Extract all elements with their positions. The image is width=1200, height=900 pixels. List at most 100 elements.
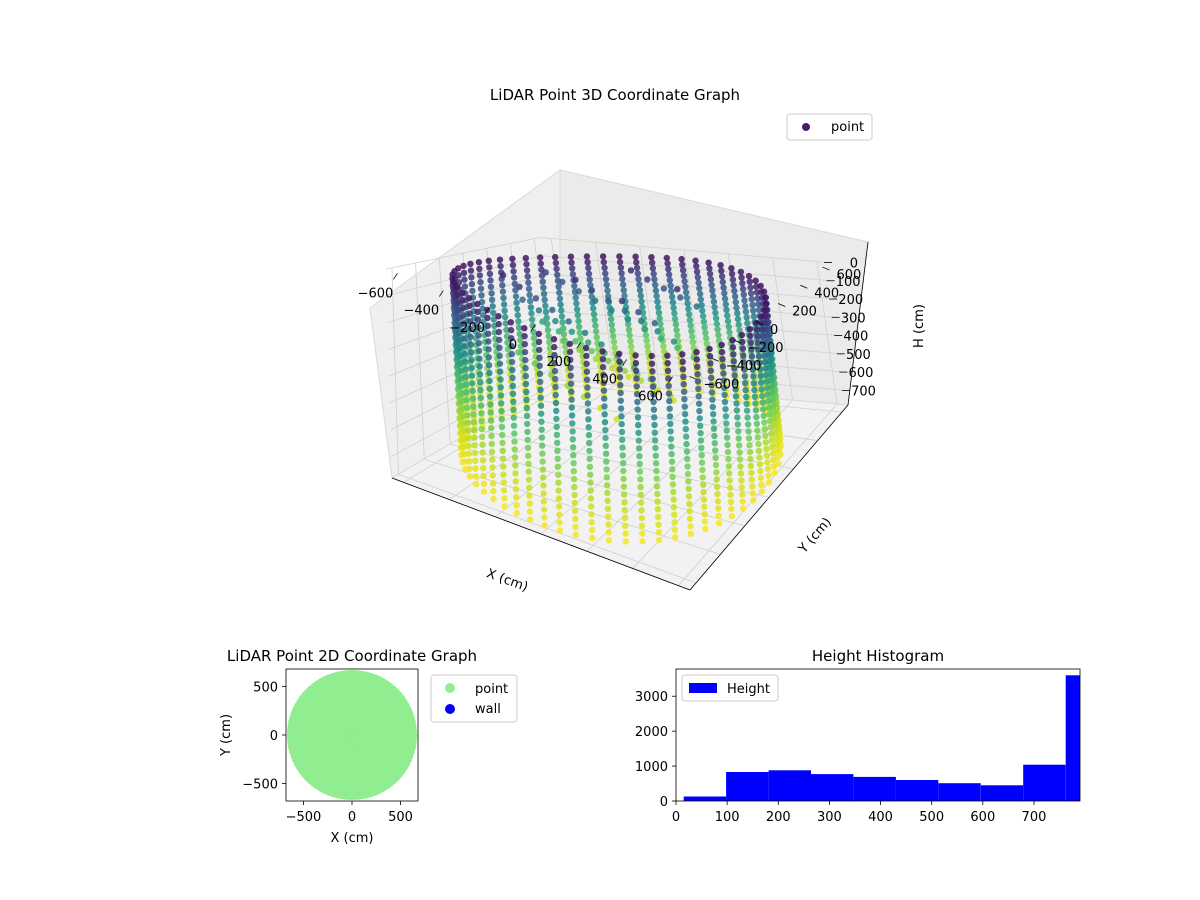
data-point	[763, 372, 770, 379]
data-point	[637, 491, 645, 498]
data-point	[678, 255, 685, 263]
data-point	[545, 332, 552, 340]
data-point	[496, 336, 503, 344]
data-point	[524, 273, 531, 280]
data-point	[537, 386, 544, 393]
data-point	[751, 393, 759, 400]
data-point	[461, 343, 468, 350]
chart-2d-x-ticks: −500 0 500	[286, 801, 413, 825]
data-point	[469, 395, 477, 403]
data-point	[636, 281, 643, 288]
data-point	[763, 378, 770, 385]
y-tick-label: 400	[814, 286, 839, 301]
data-point	[674, 332, 681, 339]
data-point	[488, 290, 495, 297]
data-point	[513, 502, 520, 509]
data-point	[499, 447, 506, 454]
data-point	[588, 511, 595, 518]
data-point	[575, 317, 582, 325]
data-point	[496, 360, 504, 367]
data-point	[758, 386, 765, 393]
data-point	[621, 491, 628, 498]
data-point	[714, 326, 721, 333]
data-point	[572, 531, 579, 538]
grid-line	[557, 364, 846, 391]
data-point	[512, 293, 520, 300]
data-point	[618, 413, 625, 420]
data-point	[488, 296, 496, 303]
data-point	[724, 312, 731, 319]
data-point	[578, 341, 585, 348]
data-point	[736, 449, 743, 456]
data-point	[697, 422, 704, 429]
data-point	[512, 478, 519, 485]
data-point	[620, 475, 627, 483]
grid-line	[501, 413, 794, 470]
data-point	[569, 265, 576, 272]
data-point	[729, 337, 736, 344]
x-tick-mark	[576, 342, 582, 349]
data-point	[685, 478, 692, 485]
data-point	[600, 379, 607, 386]
data-point	[555, 328, 563, 335]
data-point	[753, 413, 760, 421]
data-point	[725, 455, 732, 463]
data-point	[468, 274, 475, 281]
data-point	[693, 263, 700, 270]
data-point	[735, 435, 742, 442]
data-point	[592, 322, 599, 329]
data-point	[480, 464, 487, 472]
data-point	[454, 284, 461, 291]
data-point	[701, 324, 708, 331]
data-point	[668, 450, 675, 458]
data-point	[568, 328, 575, 335]
y-tick-mark	[777, 303, 786, 307]
data-point	[501, 495, 508, 502]
data-point	[655, 529, 662, 536]
data-point	[638, 514, 645, 522]
data-point	[670, 504, 678, 511]
data-point	[586, 463, 594, 470]
data-point	[731, 293, 739, 300]
data-point	[551, 359, 558, 367]
data-point	[700, 481, 707, 488]
data-point	[587, 471, 594, 478]
data-point	[541, 522, 548, 529]
data-point	[710, 411, 717, 418]
data-point	[729, 344, 737, 351]
y-tick-mark	[689, 376, 697, 380]
data-point	[653, 475, 660, 482]
data-point	[581, 329, 589, 337]
data-point	[507, 327, 515, 334]
data-point	[552, 259, 560, 267]
data-point	[490, 495, 497, 503]
data-point	[632, 352, 639, 359]
data-point	[748, 469, 755, 476]
data-point	[521, 333, 528, 340]
data-point	[605, 297, 612, 304]
data-point	[633, 367, 640, 375]
data-point	[497, 376, 504, 383]
data-point	[738, 484, 745, 491]
data-point	[682, 418, 689, 425]
data-point	[510, 268, 517, 275]
data-point	[499, 272, 507, 279]
data-point	[497, 368, 504, 375]
data-point	[655, 309, 663, 316]
data-point	[568, 396, 575, 403]
data-point	[761, 419, 768, 426]
data-point	[484, 322, 491, 329]
data-point	[583, 376, 591, 383]
data-point	[757, 474, 765, 482]
data-point	[570, 452, 577, 459]
data-point	[590, 305, 597, 312]
data-point	[636, 287, 644, 294]
data-point	[508, 342, 515, 350]
data-point	[573, 300, 580, 307]
data-point	[639, 538, 646, 545]
data-point	[651, 414, 658, 421]
data-point	[601, 403, 608, 410]
data-point	[726, 329, 733, 336]
data-point	[622, 522, 629, 529]
data-point	[586, 439, 593, 447]
